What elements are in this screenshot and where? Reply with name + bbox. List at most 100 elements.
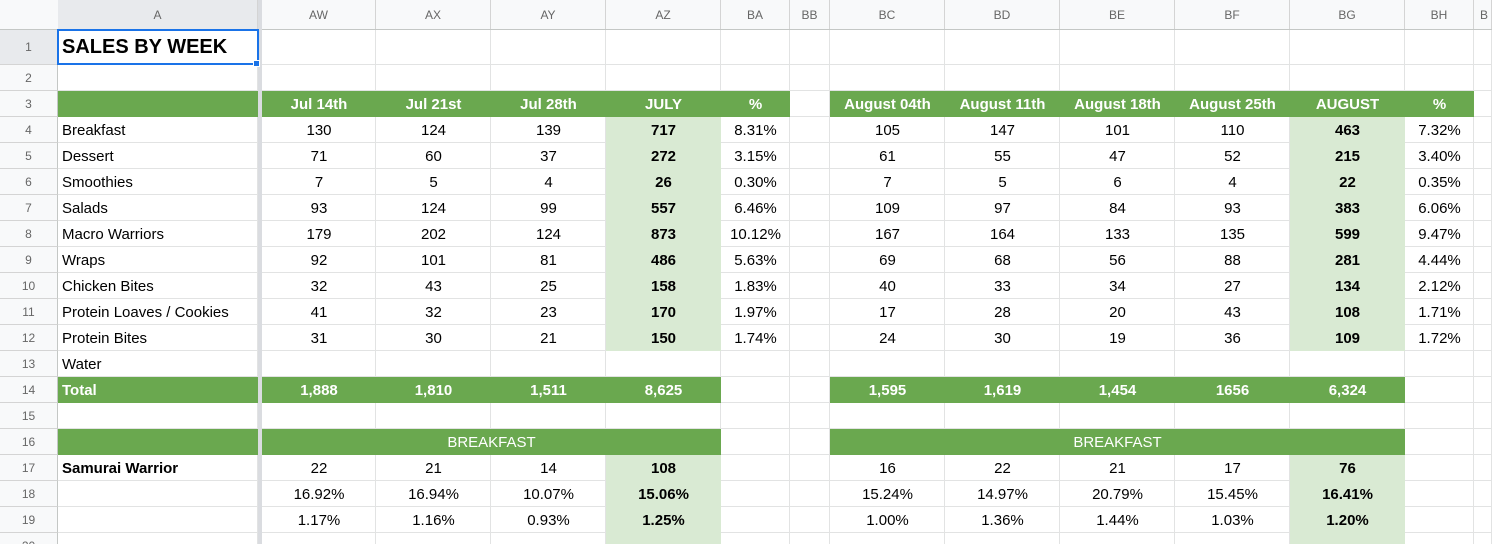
row-header: 8	[0, 221, 58, 247]
column-header: BF	[1175, 0, 1290, 30]
value: 1.83%	[734, 277, 777, 295]
value: 97	[994, 199, 1011, 217]
cell-fill	[262, 429, 721, 455]
grid-line	[789, 0, 790, 544]
row-header: 7	[0, 195, 58, 221]
value: 22	[310, 459, 328, 477]
value: 47	[1109, 147, 1126, 165]
value: 14	[540, 459, 557, 477]
value: 1.97%	[734, 303, 777, 321]
column-title: August 18th	[1074, 95, 1161, 113]
cell-fill	[1290, 325, 1405, 351]
row-header: 5	[0, 143, 58, 169]
value: 88	[1224, 251, 1241, 269]
value: 101	[420, 251, 447, 269]
grid-line	[0, 246, 1492, 247]
cell-fill	[606, 273, 721, 299]
value: 147	[989, 121, 1016, 139]
value: 25	[540, 277, 557, 295]
section-title: BREAKFAST	[1073, 433, 1162, 451]
value: 557	[650, 199, 677, 217]
cell-fill	[606, 533, 721, 544]
row-header: 2	[0, 65, 58, 91]
value: 16.92%	[293, 485, 345, 503]
row-header: 10	[0, 273, 58, 299]
cell-fill	[1290, 221, 1405, 247]
value: 5	[998, 173, 1007, 191]
grid-line	[1289, 0, 1290, 544]
value: 134	[1334, 277, 1361, 295]
cell-fill	[830, 429, 1405, 455]
value: 40	[879, 277, 896, 295]
row-header: 1	[0, 30, 58, 65]
column-title: Jul 14th	[290, 95, 348, 113]
section-title: BREAKFAST	[447, 433, 536, 451]
grid-line	[0, 480, 1492, 481]
total-value: 1,810	[414, 381, 453, 399]
grid-line	[1473, 0, 1474, 544]
total-value: 8,625	[644, 381, 683, 399]
value: 28	[994, 303, 1011, 321]
column-title: Jul 28th	[520, 95, 577, 113]
value: 15.45%	[1207, 485, 1258, 503]
value: 10.12%	[730, 225, 781, 243]
value: 31	[310, 329, 328, 347]
value: 158	[650, 277, 677, 295]
value: 99	[540, 199, 557, 217]
grid-line	[0, 168, 1492, 169]
value: 8.31%	[734, 121, 777, 139]
grid-line	[0, 142, 1492, 143]
value: 93	[310, 199, 328, 217]
column-header: A	[58, 0, 258, 30]
value: 1.71%	[1418, 303, 1461, 321]
value: 109	[1334, 329, 1361, 347]
value: 1.44%	[1096, 511, 1139, 529]
value: 68	[994, 251, 1011, 269]
value: 150	[650, 329, 677, 347]
value: 17	[879, 303, 896, 321]
value: 4	[1228, 173, 1237, 191]
cell-fill	[1290, 455, 1405, 481]
item-label: Samurai Warrior	[62, 459, 179, 477]
cell-fill	[58, 429, 258, 455]
column-title: JULY	[645, 95, 682, 113]
value: 202	[420, 225, 447, 243]
value: 16.41%	[1322, 485, 1373, 503]
value: 4	[544, 173, 553, 191]
value: 1.36%	[981, 511, 1024, 529]
grid-line	[1174, 0, 1175, 544]
value: 1.03%	[1211, 511, 1254, 529]
cell-fill	[58, 377, 721, 403]
column-header: AZ	[606, 0, 721, 30]
value: 56	[1109, 251, 1126, 269]
row-label: Macro Warriors	[62, 225, 164, 243]
row-header: 3	[0, 91, 58, 117]
total-value: 1,454	[1098, 381, 1137, 399]
column-header: BB	[790, 0, 830, 30]
grid-line	[0, 194, 1492, 195]
value: 3.15%	[734, 147, 777, 165]
value: 124	[420, 121, 447, 139]
column-header: BA	[721, 0, 790, 30]
row-header: 14	[0, 377, 58, 403]
value: 84	[1109, 199, 1126, 217]
value: 41	[310, 303, 328, 321]
value: 69	[879, 251, 896, 269]
value: 133	[1104, 225, 1131, 243]
cell-fill	[606, 507, 721, 533]
value: 486	[650, 251, 677, 269]
cell-fill	[1290, 247, 1405, 273]
column-title: August 11th	[959, 95, 1046, 113]
column-header: BG	[1290, 0, 1405, 30]
value: 1.00%	[866, 511, 909, 529]
total-value: 1,888	[300, 381, 338, 399]
grid-line	[829, 0, 830, 544]
value: 272	[650, 147, 677, 165]
grid-line	[0, 272, 1492, 273]
value: 52	[1224, 147, 1241, 165]
grid-line	[0, 506, 1492, 507]
value: 23	[540, 303, 557, 321]
value: 599	[1334, 225, 1361, 243]
row-header: 4	[0, 117, 58, 143]
value: 164	[989, 225, 1016, 243]
